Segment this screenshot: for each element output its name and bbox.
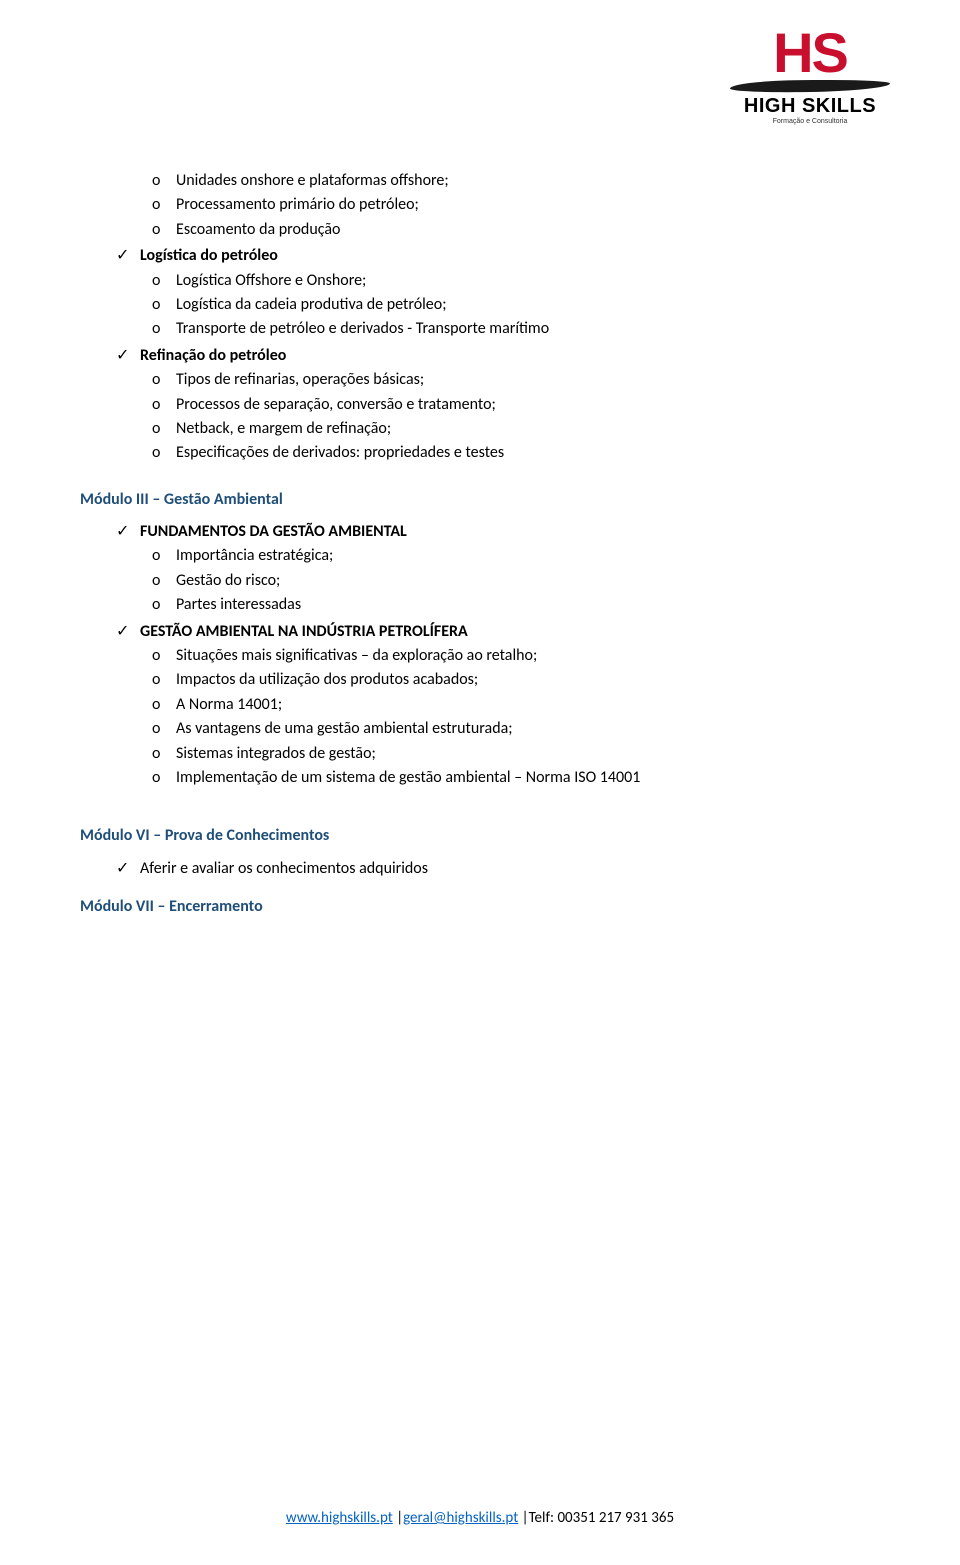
page-footer: www.highskills.pt |geral@highskills.pt |… xyxy=(0,1509,960,1527)
footer-link-website[interactable]: www.highskills.pt xyxy=(286,1509,393,1527)
footer-phone: Telf: 00351 217 931 365 xyxy=(529,1509,674,1527)
check-icon: ✓ xyxy=(116,245,140,267)
item-text: Impactos da utilização dos produtos acab… xyxy=(176,669,478,691)
footer-link-email[interactable]: geral@highskills.pt xyxy=(403,1509,518,1527)
bullet-o: o xyxy=(152,219,176,241)
check-heading-4: ✓GESTÃO AMBIENTAL NA INDÚSTRIA PETROLÍFE… xyxy=(116,621,880,643)
list-item: oPartes interessadas xyxy=(152,594,880,616)
module-3-heading: Módulo III – Gestão Ambiental xyxy=(80,489,880,511)
check-heading-1: ✓Logística do petróleo xyxy=(116,245,880,267)
list-item: oA Norma 14001; xyxy=(152,694,880,716)
check-heading-3: ✓FUNDAMENTOS DA GESTÃO AMBIENTAL xyxy=(116,521,880,543)
bullet-o: o xyxy=(152,294,176,316)
bullet-o: o xyxy=(152,669,176,691)
check-icon: ✓ xyxy=(116,345,140,367)
logo-hs: HS xyxy=(730,28,890,78)
check-label: GESTÃO AMBIENTAL NA INDÚSTRIA PETROLÍFER… xyxy=(140,621,468,643)
item-text: Unidades onshore e plataformas offshore; xyxy=(176,170,449,192)
item-text: Escoamento da produção xyxy=(176,219,340,241)
bullet-o: o xyxy=(152,545,176,567)
list-item: oEspecificações de derivados: propriedad… xyxy=(152,442,880,464)
list-item: oProcessamento primário do petróleo; xyxy=(152,194,880,216)
logo-brand: HIGH SKILLS xyxy=(730,95,890,118)
item-text: Tipos de refinarias, operações básicas; xyxy=(176,369,424,391)
bullet-o: o xyxy=(152,767,176,789)
item-text: Implementação de um sistema de gestão am… xyxy=(176,767,640,789)
bullet-o: o xyxy=(152,694,176,716)
check-icon: ✓ xyxy=(116,858,140,880)
item-text: Processamento primário do petróleo; xyxy=(176,194,419,216)
brand-logo: HS HIGH SKILLS Formação e Consultoria xyxy=(730,28,890,125)
check-heading-2: ✓Refinação do petróleo xyxy=(116,345,880,367)
item-text: Gestão do risco; xyxy=(176,570,280,592)
list-item: oSituações mais significativas – da expl… xyxy=(152,645,880,667)
item-text: A Norma 14001; xyxy=(176,694,282,716)
list-item: oEscoamento da produção xyxy=(152,219,880,241)
bullet-o: o xyxy=(152,645,176,667)
check-label: Logística do petróleo xyxy=(140,245,278,267)
check-label: FUNDAMENTOS DA GESTÃO AMBIENTAL xyxy=(140,521,407,543)
module-7-heading: Módulo VII – Encerramento xyxy=(80,896,880,918)
module-6-heading: Módulo VI – Prova de Conhecimentos xyxy=(80,825,880,847)
check-label: Aferir e avaliar os conhecimentos adquir… xyxy=(140,858,428,880)
list-item: oImpactos da utilização dos produtos aca… xyxy=(152,669,880,691)
document-content: oUnidades onshore e plataformas offshore… xyxy=(80,170,880,929)
check-label: Refinação do petróleo xyxy=(140,345,286,367)
item-text: Importância estratégica; xyxy=(176,545,333,567)
bullet-o: o xyxy=(152,594,176,616)
list-item: oUnidades onshore e plataformas offshore… xyxy=(152,170,880,192)
check-icon: ✓ xyxy=(116,521,140,543)
bullet-o: o xyxy=(152,718,176,740)
list-item: oSistemas integrados de gestão; xyxy=(152,743,880,765)
list-block-4: oImportância estratégica; oGestão do ris… xyxy=(152,545,880,616)
bullet-o: o xyxy=(152,570,176,592)
list-item: oImportância estratégica; xyxy=(152,545,880,567)
bullet-o: o xyxy=(152,442,176,464)
list-item: oAs vantagens de uma gestão ambiental es… xyxy=(152,718,880,740)
item-text: Especificações de derivados: propriedade… xyxy=(176,442,504,464)
bullet-o: o xyxy=(152,743,176,765)
bullet-o: o xyxy=(152,394,176,416)
logo-subtitle: Formação e Consultoria xyxy=(730,118,890,125)
item-text: Transporte de petróleo e derivados - Tra… xyxy=(176,318,549,340)
list-block-5: oSituações mais significativas – da expl… xyxy=(152,645,880,789)
footer-sep: | xyxy=(518,1509,528,1527)
item-text: Sistemas integrados de gestão; xyxy=(176,743,376,765)
item-text: Logística da cadeia produtiva de petróle… xyxy=(176,294,446,316)
item-text: Situações mais significativas – da explo… xyxy=(176,645,537,667)
list-item: oTipos de refinarias, operações básicas; xyxy=(152,369,880,391)
bullet-o: o xyxy=(152,170,176,192)
bullet-o: o xyxy=(152,369,176,391)
list-item: oProcessos de separação, conversão e tra… xyxy=(152,394,880,416)
bullet-o: o xyxy=(152,270,176,292)
item-text: Partes interessadas xyxy=(176,594,301,616)
list-item: oLogística Offshore e Onshore; xyxy=(152,270,880,292)
bullet-o: o xyxy=(152,318,176,340)
list-item: oTransporte de petróleo e derivados - Tr… xyxy=(152,318,880,340)
list-item: oImplementação de um sistema de gestão a… xyxy=(152,767,880,789)
list-block-3: oTipos de refinarias, operações básicas;… xyxy=(152,369,880,465)
footer-sep: | xyxy=(393,1509,403,1527)
list-item: oLogística da cadeia produtiva de petról… xyxy=(152,294,880,316)
item-text: Netback, e margem de refinação; xyxy=(176,418,391,440)
check-heading-5: ✓Aferir e avaliar os conhecimentos adqui… xyxy=(116,858,880,880)
logo-brush xyxy=(730,79,890,94)
bullet-o: o xyxy=(152,418,176,440)
list-item: oGestão do risco; xyxy=(152,570,880,592)
bullet-o: o xyxy=(152,194,176,216)
item-text: Processos de separação, conversão e trat… xyxy=(176,394,496,416)
item-text: As vantagens de uma gestão ambiental est… xyxy=(176,718,513,740)
list-item: oNetback, e margem de refinação; xyxy=(152,418,880,440)
list-block-2: oLogística Offshore e Onshore; oLogístic… xyxy=(152,270,880,341)
item-text: Logística Offshore e Onshore; xyxy=(176,270,366,292)
list-block-1: oUnidades onshore e plataformas offshore… xyxy=(152,170,880,241)
check-icon: ✓ xyxy=(116,621,140,643)
